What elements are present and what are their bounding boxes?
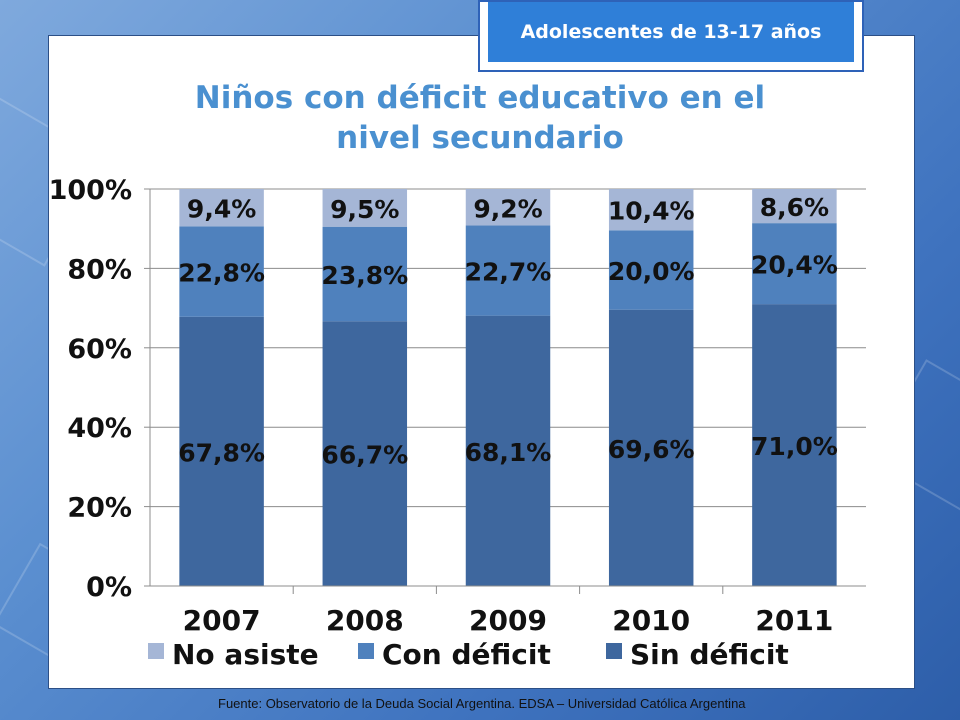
x-tick-label: 2011 [755, 604, 833, 637]
bar-segment [465, 189, 551, 226]
bar-segment [752, 223, 837, 305]
data-label: 67,8% [178, 438, 265, 467]
legend-swatch [358, 643, 374, 659]
bar-segment [322, 321, 408, 586]
audience-badge: Adolescentes de 13-17 años [478, 0, 864, 72]
data-label: 9,5% [330, 195, 399, 224]
chart-title: Niños con déficit educativo en el nivel … [194, 80, 766, 156]
bar-segment [608, 309, 694, 586]
data-label: 71,0% [751, 432, 838, 461]
data-label: 22,8% [178, 259, 265, 288]
data-label: 68,1% [465, 438, 552, 467]
bar-segment [322, 189, 408, 227]
legend-swatch [148, 643, 164, 659]
y-tick-label: 0% [86, 572, 132, 603]
legend-swatch [606, 643, 622, 659]
data-label: 20,4% [751, 251, 838, 280]
legend-label: Con déficit [382, 638, 551, 671]
y-tick-label: 80% [67, 254, 132, 285]
legend-label: Sin déficit [630, 638, 789, 671]
audience-badge-label: Adolescentes de 13-17 años [488, 2, 854, 62]
bar-segment [465, 225, 551, 316]
data-label: 10,4% [608, 197, 695, 226]
source-note: Fuente: Observatorio de la Deuda Social … [218, 696, 746, 711]
y-tick-label: 20% [67, 493, 132, 524]
legend-label: No asiste [172, 638, 319, 671]
x-tick-label: 2009 [469, 604, 547, 637]
y-tick-label: 40% [67, 413, 132, 444]
bar-segment [179, 189, 264, 227]
bar-segment [179, 316, 264, 586]
bar-segment [752, 304, 837, 586]
data-label: 20,0% [608, 257, 695, 286]
bar-segment [608, 230, 694, 310]
y-tick-label: 100% [49, 175, 132, 206]
data-label: 8,6% [760, 193, 829, 222]
bar-segment [752, 189, 837, 224]
bar-segment [465, 315, 551, 586]
x-tick-label: 2010 [612, 604, 690, 637]
data-label: 9,2% [473, 194, 542, 223]
data-label: 22,7% [465, 258, 552, 287]
x-tick-label: 2008 [326, 604, 404, 637]
y-tick-label: 60% [67, 334, 132, 365]
data-label: 23,8% [321, 261, 408, 290]
bar-segment [322, 226, 408, 322]
data-label: 69,6% [608, 435, 695, 464]
bar-segment [179, 226, 264, 317]
data-label: 66,7% [321, 441, 408, 470]
x-tick-label: 2007 [183, 604, 261, 637]
data-label: 9,4% [187, 195, 256, 224]
bar-segment [608, 189, 694, 231]
